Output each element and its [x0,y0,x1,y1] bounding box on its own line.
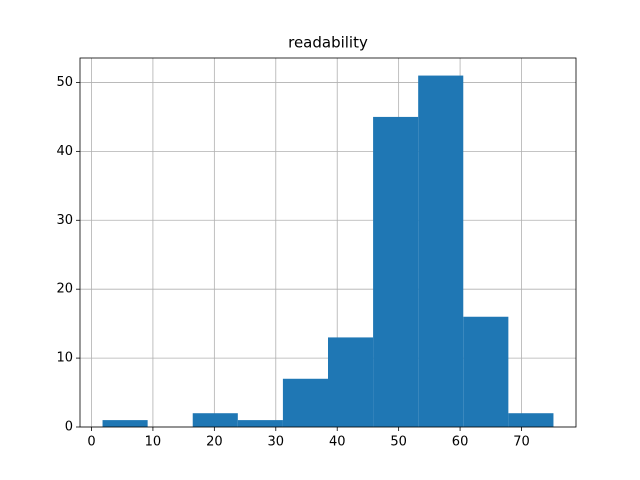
chart-title: readability [288,34,368,52]
bar [418,75,464,428]
y-tick-label: 20 [56,282,73,297]
bar [102,420,148,427]
bar [282,378,328,427]
x-tick-label: 40 [329,435,346,450]
x-tick-label: 0 [87,435,95,450]
y-tick-label: 0 [65,420,73,435]
bar [237,420,283,427]
x-tick-label: 20 [206,435,223,450]
y-tick-label: 50 [56,75,73,90]
y-tick-label: 40 [56,144,73,159]
bar [373,116,419,428]
x-tick-label: 50 [390,435,407,450]
axes-frame [79,57,577,428]
bar [508,413,554,427]
bar [463,316,509,427]
y-tick-label: 10 [56,351,73,366]
bar [192,413,238,427]
x-tick-label: 30 [268,435,285,450]
x-tick-label: 60 [452,435,469,450]
bar [328,337,374,427]
x-tick-label: 70 [513,435,530,450]
y-tick-label: 30 [56,213,73,228]
x-tick-label: 10 [145,435,162,450]
